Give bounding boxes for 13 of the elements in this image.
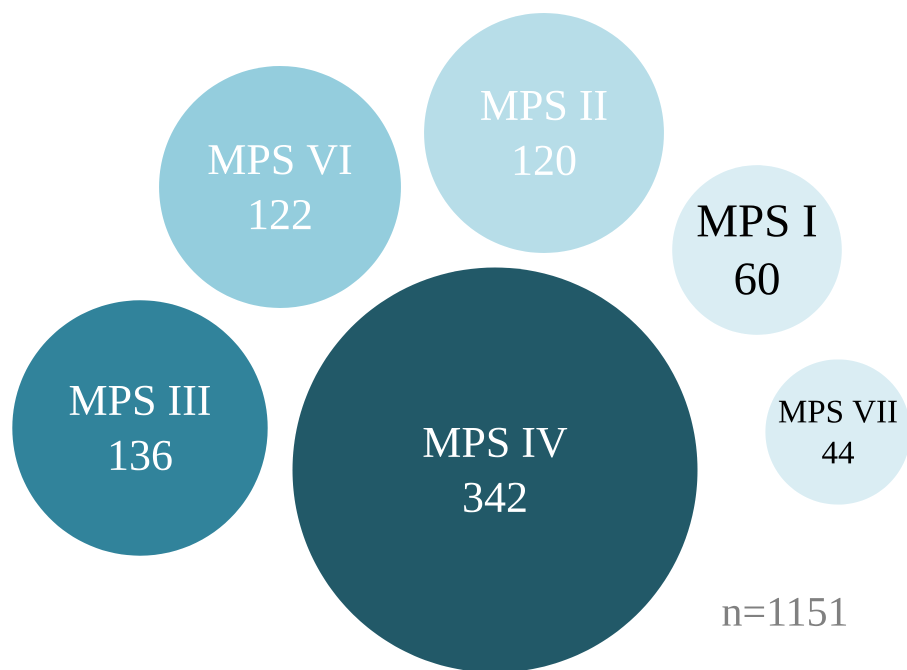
category-label: MPS VII [778, 400, 897, 423]
data-label: 44 [822, 442, 854, 464]
category-label: MPS III [70, 386, 210, 416]
data-label: 136 [110, 440, 172, 470]
category-label: MPS VI [208, 144, 352, 175]
data-label: 122 [250, 200, 311, 230]
data-label: 60 [736, 263, 779, 295]
text: n=1151 [722, 598, 846, 626]
data-label: 342 [464, 482, 526, 512]
data-label: 120 [514, 146, 576, 176]
category-label: MPS IV [424, 428, 568, 458]
category-label: MPS II [481, 90, 607, 120]
category-label: MPS I [698, 205, 816, 237]
